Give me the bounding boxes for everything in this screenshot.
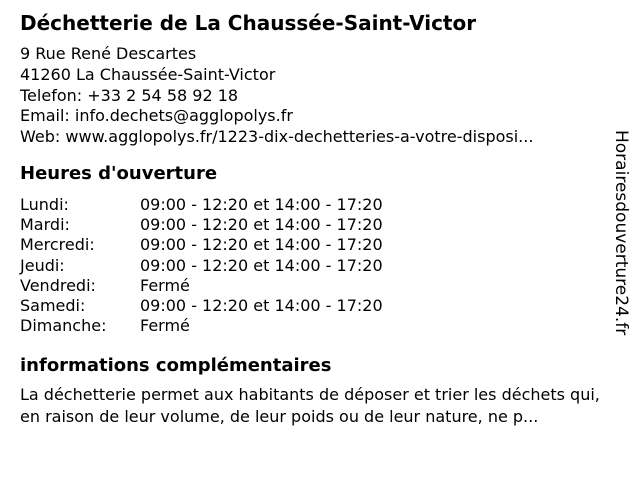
hours-day: Jeudi:	[20, 255, 65, 275]
additional-info-heading: informations complémentaires	[20, 355, 332, 377]
email-line: Email: info.dechets@agglopolys.fr	[20, 106, 600, 127]
main-content: Déchetterie de La Chaussée-Saint-Victor …	[20, 10, 600, 427]
hours-time: Fermé	[140, 275, 190, 295]
hours-time: 09:00 - 12:20 et 14:00 - 17:20	[140, 215, 383, 235]
web-value: www.agglopolys.fr/1223-dix-dechetteries-…	[65, 127, 534, 147]
hours-day: Samedi:	[20, 296, 86, 315]
email-label: Email:	[20, 106, 70, 126]
phone-label: Telefon:	[20, 85, 83, 105]
phone-line: Telefon: +33 2 54 58 92 18	[20, 86, 600, 107]
hours-day: Lundi:	[20, 194, 69, 214]
hours-row-saturday: Samedi: 09:00 - 12:20 et 14:00 - 17:20	[20, 296, 600, 316]
page-title: Déchetterie de La Chaussée-Saint-Victor	[20, 11, 477, 35]
additional-info-text: La déchetterie permet aux habitants de d…	[20, 385, 600, 426]
contact-block: 9 Rue René Descartes 41260 La Chaussée-S…	[20, 44, 600, 148]
hours-row-friday: Vendredi: Fermé	[20, 276, 600, 296]
hours-day: Mercredi:	[20, 235, 95, 255]
hours-time: 09:00 - 12:20 et 14:00 - 17:20	[140, 296, 383, 315]
watermark-brand: Horairesdouverture24.fr	[611, 130, 631, 336]
hours-row-thursday: Jeudi: 09:00 - 12:20 et 14:00 - 17:20	[20, 256, 600, 276]
hours-time: 09:00 - 12:20 et 14:00 - 17:20	[140, 194, 383, 214]
hours-row-sunday: Dimanche: Fermé	[20, 316, 600, 336]
address-street: 9 Rue René Descartes	[20, 44, 197, 63]
phone-value: +33 2 54 58 92 18	[87, 85, 239, 105]
address-city: 41260 La Chaussée-Saint-Victor	[20, 64, 276, 84]
hours-day: Mardi:	[20, 215, 70, 235]
hours-row-monday: Lundi: 09:00 - 12:20 et 14:00 - 17:20	[20, 195, 600, 215]
opening-hours-heading: Heures d'ouverture	[20, 162, 218, 184]
hours-time: 09:00 - 12:20 et 14:00 - 17:20	[140, 255, 383, 275]
hours-day: Vendredi:	[20, 275, 96, 295]
hours-time: Fermé	[140, 316, 190, 336]
hours-row-tuesday: Mardi: 09:00 - 12:20 et 14:00 - 17:20	[20, 215, 600, 235]
email-value: info.dechets@agglopolys.fr	[74, 106, 293, 126]
hours-day: Dimanche:	[20, 316, 107, 336]
web-line: Web: www.agglopolys.fr/1223-dix-dechetter…	[20, 127, 600, 148]
web-label: Web:	[20, 127, 61, 147]
hours-time: 09:00 - 12:20 et 14:00 - 17:20	[140, 235, 383, 255]
hours-row-wednesday: Mercredi: 09:00 - 12:20 et 14:00 - 17:20	[20, 235, 600, 255]
opening-hours-table: Lundi: 09:00 - 12:20 et 14:00 - 17:20 Ma…	[20, 195, 600, 336]
